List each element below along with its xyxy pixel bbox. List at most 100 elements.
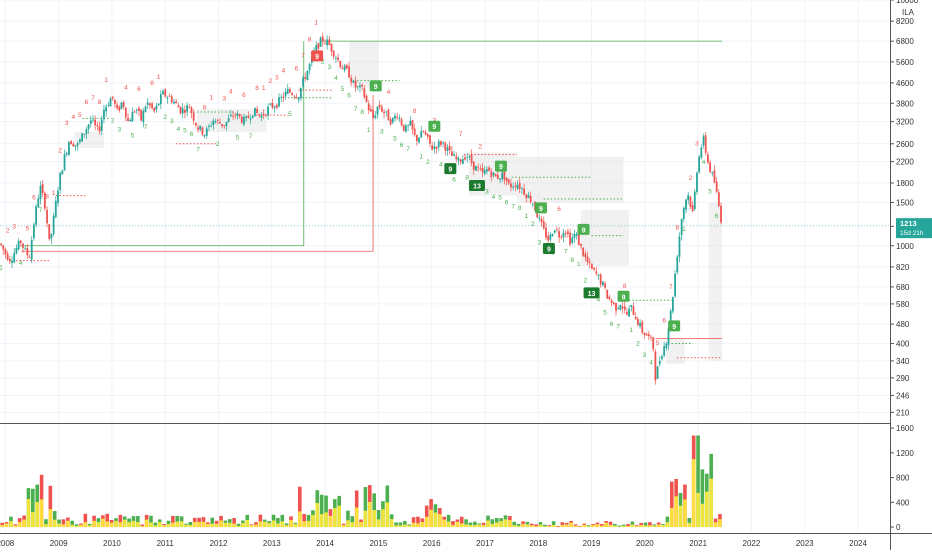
candle-up [420,131,422,138]
td-count-number: 5 [498,195,502,202]
volume-overlay-bar [298,511,302,527]
td-count-number: 8 [98,99,102,106]
candle-down [449,146,451,150]
candle-up [92,120,94,121]
td-badge-label: 9 [315,54,319,61]
candle-down [644,333,646,335]
candle-down [149,103,151,105]
volume-overlay-bar [565,524,569,527]
volume-overlay-bar [539,525,543,527]
candle-down [714,170,716,182]
td-badge-label: 9 [622,294,626,301]
td-count-number: 6 [32,194,36,201]
candle-down [482,168,484,172]
volume-overlay-bar [119,522,123,527]
td-count-number: 2 [268,78,272,85]
candle-up [226,122,228,127]
td-count-number: 1 [524,213,528,220]
volume-overlay-bar [40,499,44,527]
candle-down [342,68,344,69]
candle-down [191,107,193,113]
volume-overlay-bar [237,526,241,527]
volume-tick-label: 1600 [896,424,914,433]
candle-down [488,168,490,171]
candle-down [48,224,50,239]
volume-overlay-bar [307,521,311,527]
td-count-number: 8 [255,85,259,92]
td-count-number: 3 [275,75,279,82]
volume-overlay-bar [189,525,193,527]
time-tick-label: 2021 [689,539,707,548]
candle-up [394,116,396,119]
candle-down [615,303,617,311]
td-count-number: 3 [380,128,384,135]
td-count-number: 2 [6,227,10,234]
volume-overlay-bar [407,525,411,527]
candle-up [392,118,394,123]
td-count-number: 1 [52,190,56,197]
candle-down [401,119,403,125]
candle-down [219,122,221,123]
td-count-number: 3 [65,120,69,127]
candle-up [101,119,103,131]
volume-overlay-bar [355,508,359,528]
volume-overlay-bar [714,522,718,527]
price-tick-label: 680 [896,283,910,292]
td-count-number: 6 [715,213,719,220]
td-count-number: 4 [387,89,391,96]
volume-overlay-bar [351,522,355,527]
candle-up [158,104,160,105]
candle-down [589,262,591,263]
candle-down [427,134,429,137]
candle-down [514,186,516,187]
candle-up [711,172,713,173]
volume-overlay-bar [342,525,346,527]
volume-overlay-bar [84,522,88,527]
td-count-number: 3 [695,141,699,148]
candle-down [29,257,31,258]
volume-overlay-bar [18,522,22,527]
candle-up [687,195,689,200]
candle-up [552,234,554,236]
candle-down [403,125,405,131]
td-count-number: 1 [577,261,581,268]
candle-down [7,254,9,260]
candle-down [94,120,96,126]
volume-overlay-bar [105,521,109,527]
time-tick-label: 2016 [423,539,441,548]
td-count-number: 5 [236,135,240,142]
candle-down [366,96,368,102]
candle-up [35,206,37,225]
volume-overlay-bar [88,525,92,527]
candle-down [471,154,473,163]
candle-down [582,248,584,256]
candle-down [716,182,718,192]
volume-overlay-bar [639,525,643,527]
candle-up [696,173,698,192]
candle-down [153,108,155,111]
time-tick-label: 2015 [369,539,387,548]
volume-overlay-bar [241,523,245,527]
volume-overlay-bar [547,526,551,527]
td-count-number: 5 [393,135,397,142]
candle-down [560,237,562,238]
volume-overlay-bar [101,519,105,527]
td-count-number: 5 [603,310,607,317]
volume-overlay-bar [499,521,503,527]
candle-up [574,234,576,238]
volume-overlay-bar [9,521,13,527]
candle-down [239,114,241,116]
candle-up [105,107,107,112]
candle-up [24,248,26,249]
price-tick-label: 1500 [896,198,914,207]
candle-up [630,305,632,307]
candle-up [493,173,495,176]
candle-up [703,136,705,145]
volume-overlay-bar [679,506,683,527]
candle-down [637,319,639,325]
candle-up [16,248,18,253]
candle-up [136,110,138,111]
candle-down [431,145,433,149]
candle-down [692,205,694,211]
